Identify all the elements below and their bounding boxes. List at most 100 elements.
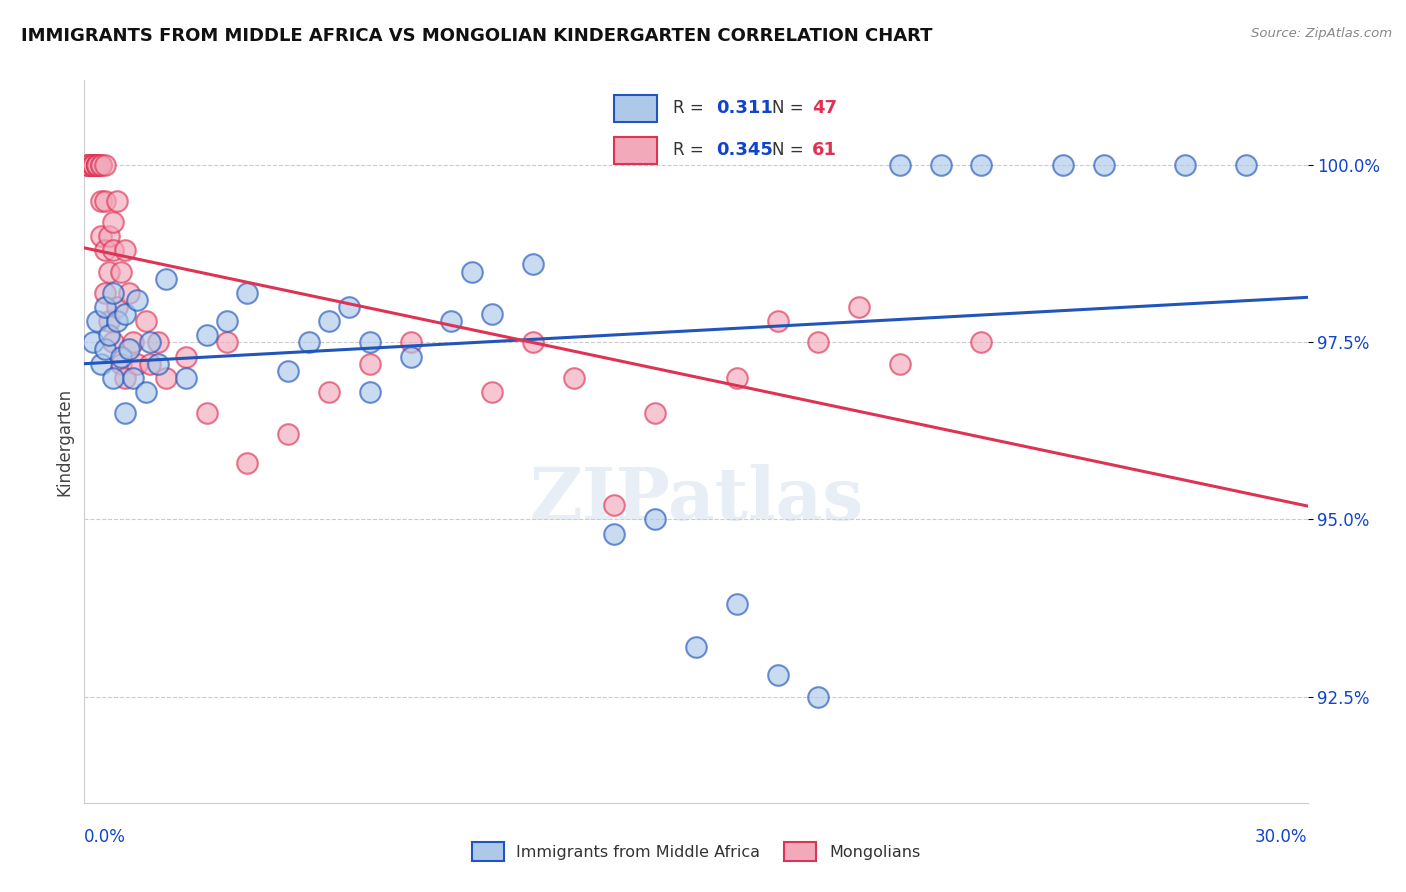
Point <box>970 158 993 172</box>
Point <box>101 244 124 258</box>
Point <box>138 335 160 350</box>
Point <box>90 357 112 371</box>
Point <box>105 314 128 328</box>
Point <box>644 512 666 526</box>
Text: IMMIGRANTS FROM MIDDLE AFRICA VS MONGOLIAN KINDERGARTEN CORRELATION CHART: IMMIGRANTS FROM MIDDLE AFRICA VS MONGOLI… <box>21 27 932 45</box>
Text: R =: R = <box>672 141 709 159</box>
Point <box>146 335 169 350</box>
Point <box>217 314 239 328</box>
Point <box>93 300 115 314</box>
Point <box>399 350 422 364</box>
Point <box>481 307 503 321</box>
Point <box>86 158 108 172</box>
Legend: Immigrants from Middle Africa, Mongolians: Immigrants from Middle Africa, Mongolian… <box>465 836 927 867</box>
Point <box>766 668 789 682</box>
Point <box>236 456 259 470</box>
Point <box>195 328 218 343</box>
Point <box>725 371 748 385</box>
Point <box>90 158 112 172</box>
Text: R =: R = <box>672 100 709 118</box>
Point <box>101 285 124 300</box>
Point <box>93 244 115 258</box>
Point <box>97 264 120 278</box>
Point <box>86 314 108 328</box>
Point <box>725 598 748 612</box>
Point <box>77 158 100 172</box>
Point <box>93 343 115 357</box>
Point <box>90 194 112 208</box>
Point <box>807 335 830 350</box>
Point <box>86 158 108 172</box>
Point <box>889 357 911 371</box>
Point <box>97 229 120 244</box>
Point <box>522 257 544 271</box>
Point <box>318 384 340 399</box>
Text: N =: N = <box>772 100 808 118</box>
Point <box>146 357 169 371</box>
Point <box>644 406 666 420</box>
Point <box>90 229 112 244</box>
Bar <box>614 95 657 122</box>
Point <box>603 526 626 541</box>
Point <box>127 357 149 371</box>
Point <box>118 343 141 357</box>
Point <box>97 328 120 343</box>
Point <box>889 158 911 172</box>
Point <box>86 158 108 172</box>
Point <box>603 498 626 512</box>
Point <box>970 335 993 350</box>
Y-axis label: Kindergarten: Kindergarten <box>55 387 73 496</box>
Point <box>1092 158 1115 172</box>
Text: 0.311: 0.311 <box>716 100 773 118</box>
Point <box>114 371 136 385</box>
Point <box>685 640 707 654</box>
Point <box>138 357 160 371</box>
Point <box>114 307 136 321</box>
Text: 61: 61 <box>811 141 837 159</box>
Point <box>101 335 124 350</box>
Point <box>848 300 870 314</box>
Point <box>522 335 544 350</box>
Point <box>461 264 484 278</box>
Point <box>399 335 422 350</box>
Text: ZIPatlas: ZIPatlas <box>529 464 863 535</box>
Text: 30.0%: 30.0% <box>1256 828 1308 846</box>
Point <box>1052 158 1074 172</box>
Point <box>217 335 239 350</box>
Point <box>86 158 108 172</box>
Text: 47: 47 <box>811 100 837 118</box>
Point <box>101 215 124 229</box>
Bar <box>614 136 657 164</box>
Point <box>93 158 115 172</box>
Point <box>82 335 104 350</box>
Point <box>77 158 100 172</box>
Point <box>155 371 177 385</box>
Point <box>101 371 124 385</box>
Point <box>135 314 157 328</box>
Point <box>110 350 132 364</box>
Point <box>90 158 112 172</box>
Point <box>82 158 104 172</box>
Point <box>1236 158 1258 172</box>
Point <box>359 384 381 399</box>
Point <box>135 384 157 399</box>
Point <box>86 158 108 172</box>
Point <box>127 293 149 307</box>
Point <box>236 285 259 300</box>
Point <box>318 314 340 328</box>
Point <box>110 264 132 278</box>
Point <box>807 690 830 704</box>
Point <box>93 285 115 300</box>
Point <box>77 158 100 172</box>
Point <box>105 300 128 314</box>
Point <box>82 158 104 172</box>
Point <box>122 371 145 385</box>
Point <box>114 244 136 258</box>
Point <box>277 364 299 378</box>
Point <box>339 300 361 314</box>
Point <box>174 371 197 385</box>
Point <box>298 335 321 350</box>
Point <box>105 194 128 208</box>
Point <box>766 314 789 328</box>
Point <box>440 314 463 328</box>
